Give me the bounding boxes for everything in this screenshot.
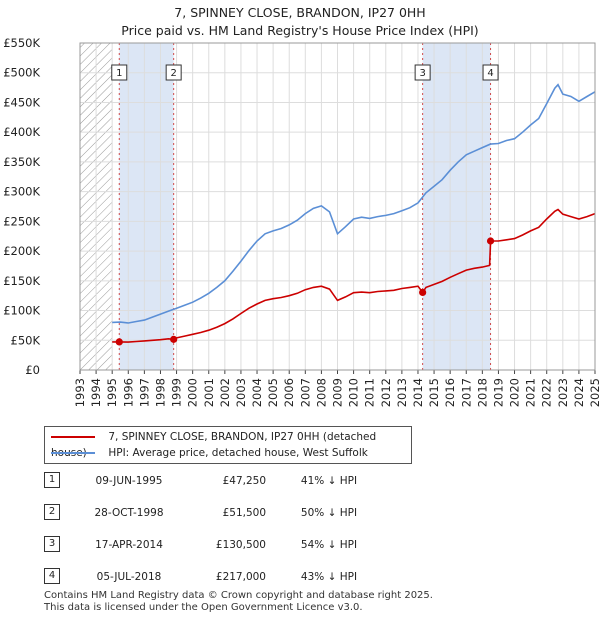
- x-tick-label: 2019: [491, 378, 505, 407]
- sale-number-badge: 4: [44, 568, 60, 584]
- y-tick-label: £400K: [3, 125, 40, 139]
- x-tick-label: 2024: [572, 378, 586, 407]
- x-tick-label: 1994: [89, 378, 103, 407]
- x-tick-label: 2021: [524, 378, 538, 407]
- footer-attribution: Contains HM Land Registry data © Crown c…: [44, 590, 433, 614]
- ownership-shade: [422, 43, 491, 370]
- x-tick-label: 2018: [475, 378, 489, 407]
- legend-label-hpi: HPI: Average price, detached house, West…: [108, 447, 368, 459]
- y-tick-label: £50K: [11, 333, 41, 347]
- footer-line-1: Contains HM Land Registry data © Crown c…: [44, 590, 433, 601]
- sale-hpi-diff: 54% ↓ HPI: [300, 539, 358, 551]
- hpi-line: [112, 83, 596, 324]
- x-tick-label: 1995: [105, 378, 119, 407]
- sale-number-badge: 2: [44, 504, 60, 520]
- x-tick-label: 2017: [459, 378, 473, 407]
- x-tick-label: 2001: [202, 378, 216, 407]
- title-line-1: 7, SPINNEY CLOSE, BRANDON, IP27 0HH: [174, 5, 426, 20]
- footer-line-2: This data is licensed under the Open Gov…: [44, 602, 363, 613]
- sale-hpi-diff: 41% ↓ HPI: [300, 475, 358, 487]
- x-tick-label: 2023: [556, 378, 570, 407]
- y-tick-label: £200K: [3, 244, 40, 258]
- sale-date: 05-JUL-2018: [96, 571, 162, 583]
- sale-hpi-diff: 43% ↓ HPI: [300, 571, 358, 583]
- x-tick-label: 2005: [266, 378, 280, 407]
- sale-price: £130,500: [215, 539, 266, 551]
- y-tick-label: £350K: [3, 155, 40, 169]
- x-tick-label: 2008: [314, 378, 328, 407]
- x-tick-label: 2015: [427, 378, 441, 407]
- property-price-line: [112, 208, 596, 343]
- sale-point: [170, 335, 178, 343]
- x-tick-label: 1996: [121, 378, 135, 407]
- x-tick-label: 2002: [218, 378, 232, 407]
- sale-label-box: [414, 64, 431, 81]
- plot-border: [79, 42, 596, 371]
- y-tick-label: £0: [25, 363, 40, 377]
- x-tick-label: 2011: [363, 378, 377, 407]
- sale-number-badge: 3: [44, 536, 60, 552]
- sale-row: 1 09-JUN-1995 £47,250 41% ↓ HPI: [44, 472, 564, 490]
- sale-row: 2 28-OCT-1998 £51,500 50% ↓ HPI: [44, 504, 564, 522]
- x-tick-label: 1998: [153, 378, 167, 407]
- sale-label-number: 4: [487, 68, 493, 79]
- sale-number-badge: 1: [44, 472, 60, 488]
- legend-swatch-hpi: [51, 452, 95, 454]
- x-tick-label: 1997: [137, 378, 151, 407]
- legend: 7, SPINNEY CLOSE, BRANDON, IP27 0HH (det…: [44, 426, 412, 464]
- ownership-shade: [119, 43, 174, 370]
- x-tick-label: 2000: [186, 378, 200, 407]
- sale-row: 4 05-JUL-2018 £217,000 43% ↓ HPI: [44, 568, 564, 586]
- y-tick-label: £550K: [3, 36, 40, 50]
- x-tick-label: 1993: [73, 378, 87, 407]
- x-tick-label: 2025: [588, 378, 600, 407]
- x-tick-label: 2016: [443, 378, 457, 407]
- x-tick-label: 2013: [395, 378, 409, 407]
- y-tick-label: £150K: [3, 274, 40, 288]
- legend-item-property: 7, SPINNEY CLOSE, BRANDON, IP27 0HH (det…: [51, 429, 411, 459]
- sale-label-number: 3: [419, 68, 425, 79]
- sale-label-number: 2: [170, 68, 176, 79]
- sale-row: 3 17-APR-2014 £130,500 54% ↓ HPI: [44, 536, 564, 554]
- price-chart: 1 2 3 4 £0 £50K £100K £150K £200K £250K £300K £350…: [3, 36, 600, 407]
- y-tick-label: £500K: [3, 66, 40, 80]
- y-tick-label: £300K: [3, 185, 40, 199]
- sale-date: 28-OCT-1998: [94, 507, 164, 519]
- legend-item-hpi: HPI: Average price, detached house, West…: [51, 445, 368, 461]
- sale-hpi-diff: 50% ↓ HPI: [300, 507, 358, 519]
- legend-swatch-property: [51, 436, 95, 438]
- x-tick-label: 2009: [331, 378, 345, 407]
- y-tick-label: £250K: [3, 214, 40, 228]
- x-tick-label: 2012: [379, 378, 393, 407]
- x-tick-label: 2006: [282, 378, 296, 407]
- sale-label-box: [482, 64, 499, 81]
- sale-price: £217,000: [215, 571, 266, 583]
- sale-label-box: [165, 64, 182, 81]
- sale-date: 17-APR-2014: [95, 539, 163, 551]
- y-tick-label: £450K: [3, 95, 40, 109]
- sale-point: [486, 237, 495, 245]
- x-tick-label: 2022: [540, 378, 554, 407]
- x-tick-label: 2007: [298, 378, 312, 407]
- sale-date: 09-JUN-1995: [95, 475, 163, 487]
- sale-point: [115, 338, 123, 346]
- sale-label-box: [111, 64, 128, 81]
- y-tick-label: £100K: [3, 304, 40, 318]
- x-tick-label: 2003: [234, 378, 248, 407]
- sale-price: £47,250: [222, 475, 266, 487]
- sale-price: £51,500: [222, 507, 266, 519]
- x-tick-label: 2004: [250, 378, 264, 407]
- chart-title: 7, SPINNEY CLOSE, BRANDON, IP27 0HH Pric…: [0, 4, 600, 40]
- x-tick-label: 1999: [170, 378, 184, 407]
- sale-point: [419, 288, 427, 297]
- x-tick-label: 2010: [347, 378, 361, 407]
- x-tick-label: 2014: [411, 378, 425, 407]
- x-tick-label: 2020: [508, 378, 522, 407]
- sale-label-number: 1: [116, 68, 122, 79]
- title-line-2: Price paid vs. HM Land Registry's House …: [121, 23, 479, 38]
